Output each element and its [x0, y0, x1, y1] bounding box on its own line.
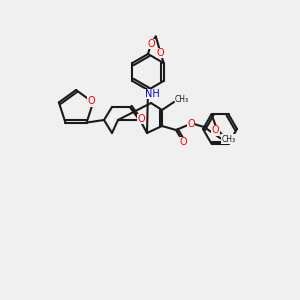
- Text: O: O: [137, 114, 145, 124]
- Text: O: O: [179, 137, 187, 147]
- Text: NH: NH: [145, 89, 159, 99]
- Text: CH₃: CH₃: [175, 95, 189, 104]
- Text: O: O: [187, 119, 195, 129]
- Text: O: O: [212, 125, 219, 135]
- Text: O: O: [87, 96, 95, 106]
- Text: O: O: [157, 48, 164, 58]
- Text: O: O: [147, 39, 155, 49]
- Text: CH₃: CH₃: [221, 135, 236, 144]
